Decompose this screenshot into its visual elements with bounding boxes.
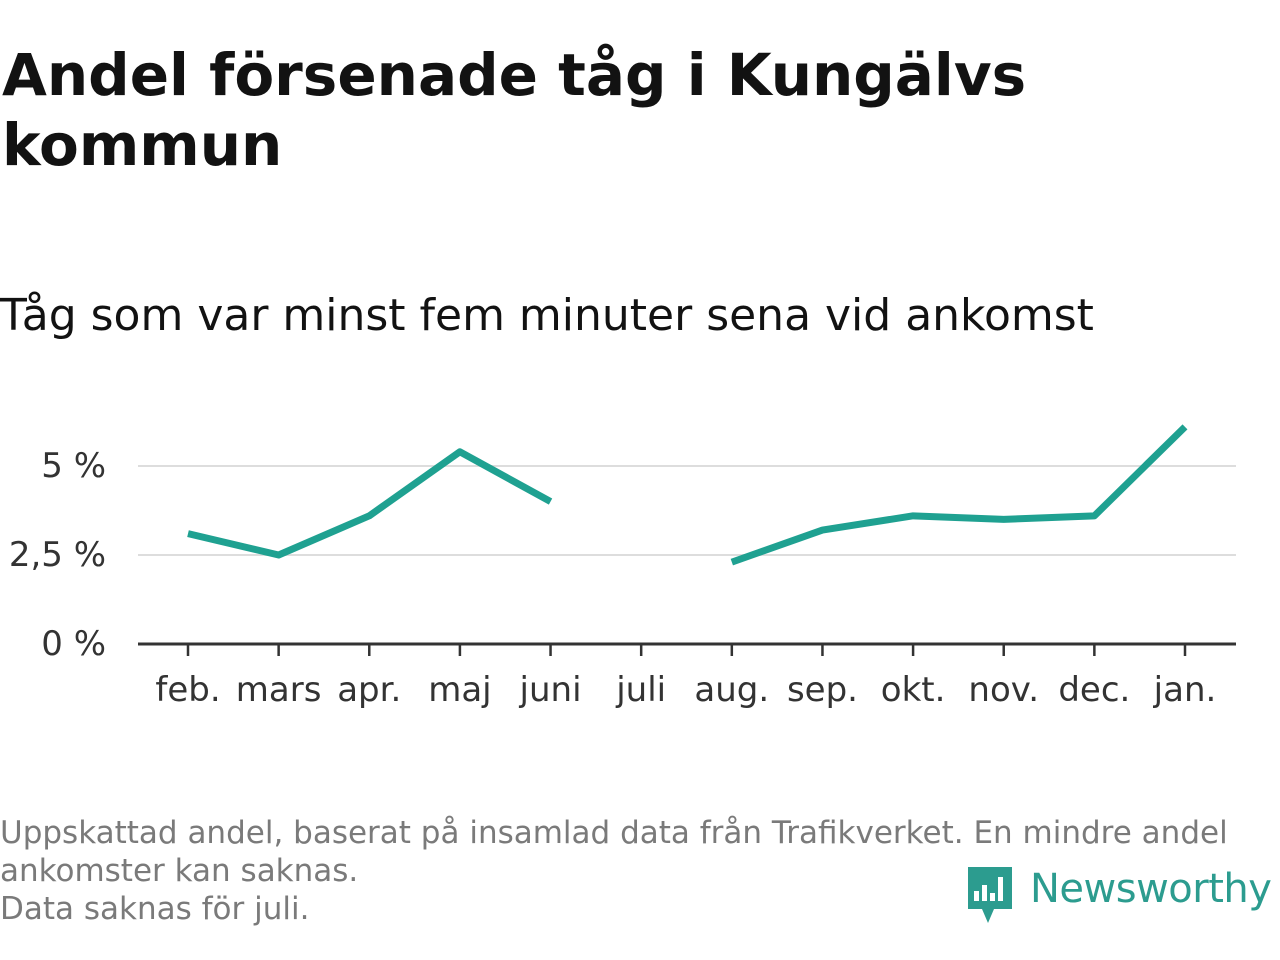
x-tick-label: mars	[236, 670, 322, 710]
x-tick-label: nov.	[968, 670, 1039, 710]
x-tick-label: aug.	[694, 670, 769, 710]
series-line	[187, 448, 553, 559]
y-tick-label: 5 %	[41, 446, 106, 486]
x-tick-label: sep.	[787, 670, 858, 710]
y-tick-label: 0 %	[41, 624, 106, 664]
x-tick-label: apr.	[337, 670, 401, 710]
series-line	[730, 424, 1188, 566]
x-tick-label: jan.	[1153, 670, 1217, 710]
x-tick-label: juni	[519, 670, 582, 710]
chart-title: Andel försenade tåg i Kungälvs kommun	[2, 41, 1027, 179]
x-tick-label: dec.	[1058, 670, 1130, 710]
bar-chart-speech-bubble-icon	[968, 867, 1012, 923]
chart-subtitle: Tåg som var minst fem minuter sena vid a…	[0, 290, 1094, 341]
line-chart: 0 % 2,5 % 5 % feb. mars apr. maj juni juli aug. se…	[9, 424, 1236, 710]
footer-note-line: Data saknas för juli.	[0, 891, 310, 927]
footer-note-line: Uppskattad andel, baserat på insamlad da…	[0, 815, 1228, 889]
x-tick-label: juli	[615, 670, 666, 710]
brand-logo: Newsworthy	[964, 862, 1272, 928]
x-tick-label: okt.	[881, 670, 946, 710]
y-tick-label: 2,5 %	[9, 535, 106, 575]
brand-name: Newsworthy	[1030, 866, 1272, 912]
x-tick-label: maj	[428, 670, 491, 710]
footer-note: Uppskattad andel, baserat på insamlad da…	[0, 814, 1270, 928]
x-tick-label: feb.	[155, 670, 220, 710]
